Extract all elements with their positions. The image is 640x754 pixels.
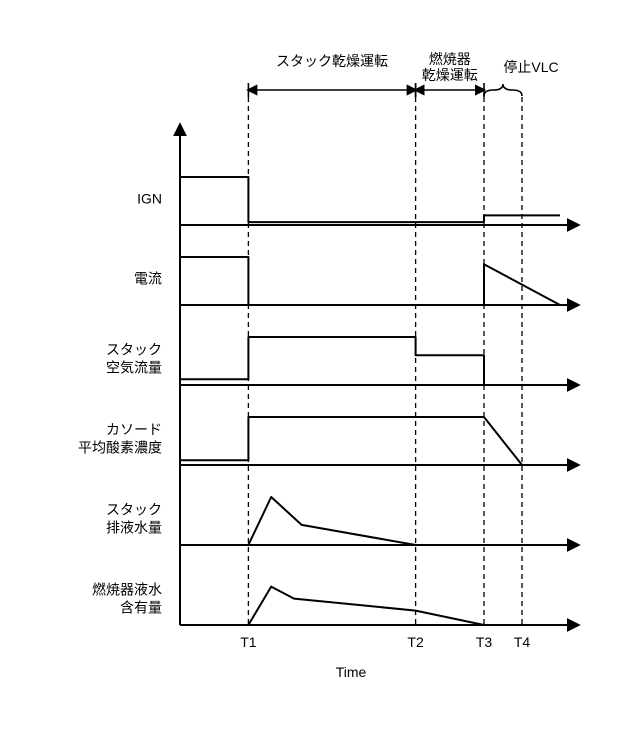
- stop-vlc-label: 停止VLC: [503, 59, 558, 75]
- tick-label-T1: T1: [240, 634, 257, 650]
- label-ign: IGN: [137, 191, 162, 207]
- region-label-combustor-dry: 乾燥運転: [422, 67, 478, 83]
- tick-label-T4: T4: [514, 634, 531, 650]
- label-stack-drain: 排液水量: [106, 520, 162, 536]
- label-stack-air: スタック: [106, 342, 162, 358]
- label-stack-air: 空気流量: [106, 360, 162, 376]
- region-label-stack-dry: スタック乾燥運転: [276, 53, 388, 69]
- signal-cathode-o2: [180, 417, 560, 465]
- signal-stack-air: [180, 337, 560, 385]
- signal-combustor-water: [180, 587, 560, 625]
- label-cathode-o2: 平均酸素濃度: [78, 440, 162, 456]
- signal-ign: [180, 177, 560, 222]
- signal-stack-drain: [180, 497, 560, 545]
- stop-vlc-brace: [484, 84, 522, 96]
- x-axis-label: Time: [336, 664, 367, 680]
- label-cathode-o2: カソード: [106, 422, 162, 438]
- tick-label-T3: T3: [476, 634, 493, 650]
- region-label-combustor-dry: 燃焼器: [429, 51, 471, 67]
- timing-chart: スタック乾燥運転燃焼器乾燥運転停止VLCIGN電流スタック空気流量カソード平均酸…: [0, 0, 640, 754]
- signal-current: [180, 257, 560, 305]
- label-combustor-water: 燃焼器液水: [92, 582, 162, 598]
- label-current: 電流: [134, 271, 162, 287]
- label-combustor-water: 含有量: [120, 600, 162, 616]
- tick-label-T2: T2: [407, 634, 424, 650]
- chart-svg: スタック乾燥運転燃焼器乾燥運転停止VLCIGN電流スタック空気流量カソード平均酸…: [0, 0, 640, 754]
- label-stack-drain: スタック: [106, 502, 162, 518]
